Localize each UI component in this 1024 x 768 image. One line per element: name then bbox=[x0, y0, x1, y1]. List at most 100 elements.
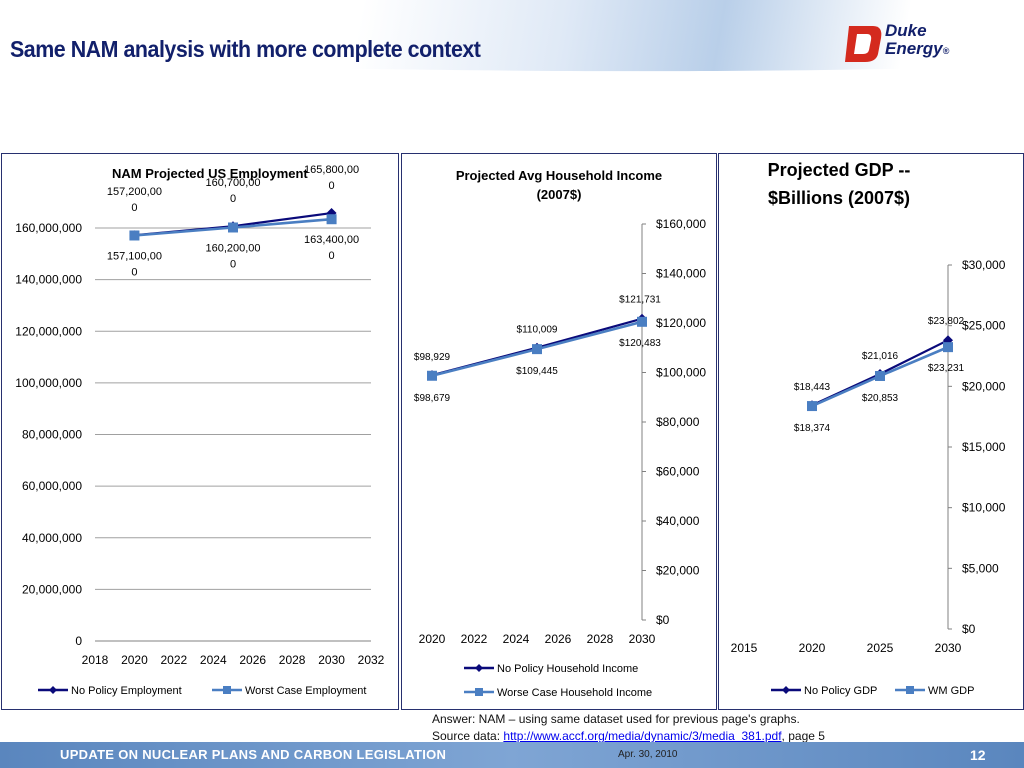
y-tick-label: $0 bbox=[962, 622, 976, 636]
x-tick-label: 2020 bbox=[419, 632, 446, 646]
answer-text: Answer: NAM – using same dataset used fo… bbox=[432, 712, 800, 726]
y-tick-label: 0 bbox=[75, 634, 82, 648]
page-title: Same NAM analysis with more complete con… bbox=[10, 36, 481, 62]
y-tick-label: $0 bbox=[656, 613, 670, 627]
x-tick-label: 2022 bbox=[461, 632, 488, 646]
income-chart: Projected Avg Household Income (2007$) $0 $… bbox=[414, 168, 706, 699]
logo-line2: Energy® bbox=[885, 39, 950, 58]
data-label: $110,009 bbox=[517, 325, 558, 336]
data-point bbox=[943, 342, 953, 353]
data-point bbox=[228, 222, 238, 233]
chart-title: Projected Avg Household Income bbox=[456, 168, 662, 183]
x-tick-label: 2015 bbox=[731, 641, 758, 655]
y-tick-label: $30,000 bbox=[962, 258, 1006, 272]
header-wave bbox=[0, 66, 1024, 80]
y-tick-label: $100,000 bbox=[656, 366, 706, 380]
y-tick-label: 100,000,000 bbox=[15, 376, 82, 390]
x-tick-label: 2026 bbox=[239, 653, 266, 667]
x-tick-label: 2030 bbox=[318, 653, 345, 667]
x-tick-label: 2028 bbox=[587, 632, 614, 646]
data-label: $120,483 bbox=[619, 338, 661, 349]
source-label: Source data: bbox=[432, 729, 501, 743]
data-label: 157,100,00 bbox=[107, 250, 162, 262]
y-tick-label: $160,000 bbox=[656, 217, 706, 231]
data-label: 157,200,00 bbox=[107, 186, 162, 198]
footer-bar bbox=[0, 742, 1024, 768]
y-tick-label: $80,000 bbox=[656, 415, 700, 429]
legend-label: No Policy Employment bbox=[71, 685, 182, 697]
x-tick-label: 2028 bbox=[279, 653, 306, 667]
y-tick-label: 40,000,000 bbox=[22, 531, 82, 545]
y-tick-label: $140,000 bbox=[656, 267, 706, 281]
data-label: 0 bbox=[329, 180, 335, 192]
data-label: $18,443 bbox=[794, 382, 831, 393]
y-tick-label: $20,000 bbox=[962, 379, 1006, 393]
y-tick-label: $20,000 bbox=[656, 564, 700, 578]
data-point bbox=[637, 316, 647, 327]
y-tick-label: $10,000 bbox=[962, 501, 1006, 515]
x-tick-label: 2020 bbox=[799, 641, 826, 655]
data-label: 160,700,00 bbox=[205, 177, 260, 189]
gdp-chart-panel: Projected GDP -- $Billions (2007$) $0 $5,00… bbox=[718, 153, 1024, 710]
data-label: $98,679 bbox=[414, 393, 451, 404]
data-label: $98,929 bbox=[414, 352, 451, 363]
source-suffix: , page 5 bbox=[781, 729, 825, 743]
data-label: 0 bbox=[329, 250, 335, 262]
page-number: 12 bbox=[970, 747, 986, 763]
legend-marker bbox=[475, 688, 483, 696]
legend-label: WM GDP bbox=[928, 685, 974, 697]
gdp-chart: Projected GDP -- $Billions (2007$) $0 $5,00… bbox=[731, 160, 1006, 697]
legend-label: Worst Case Employment bbox=[245, 685, 366, 697]
logo-registered-mark: ® bbox=[942, 46, 950, 56]
data-label: $23,802 bbox=[928, 316, 965, 327]
data-label: $121,731 bbox=[619, 295, 661, 306]
source-link[interactable]: http://www.accf.org/media/dynamic/3/medi… bbox=[503, 729, 782, 743]
data-label: 165,800,00 bbox=[304, 164, 359, 176]
data-label: 0 bbox=[131, 202, 137, 214]
x-tick-label: 2022 bbox=[161, 653, 188, 667]
data-label: $23,231 bbox=[928, 363, 965, 374]
data-label: 0 bbox=[230, 258, 236, 270]
data-label: $21,016 bbox=[862, 351, 899, 362]
data-label: $20,853 bbox=[862, 393, 899, 404]
y-tick-label: $120,000 bbox=[656, 316, 706, 330]
y-tick-label: 80,000,000 bbox=[22, 428, 82, 442]
legend-label: No Policy GDP bbox=[804, 685, 877, 697]
logo-text: Duke Energy® bbox=[885, 22, 949, 60]
footer-date: Apr. 30, 2010 bbox=[618, 749, 678, 760]
y-tick-label: 20,000,000 bbox=[22, 582, 82, 596]
legend-label: No Policy Household Income bbox=[497, 663, 638, 675]
employment-chart: NAM Projected US Employment 0 20,000,000 40… bbox=[15, 164, 384, 697]
chart-title: Projected GDP -- bbox=[768, 160, 911, 180]
data-label: 163,400,00 bbox=[304, 234, 359, 246]
x-tick-label: 2030 bbox=[935, 641, 962, 655]
data-label: $109,445 bbox=[516, 366, 558, 377]
logo-line1: Duke bbox=[885, 21, 927, 40]
data-point bbox=[129, 230, 140, 241]
y-tick-label: 140,000,000 bbox=[15, 273, 82, 287]
x-tick-label: 2024 bbox=[503, 632, 530, 646]
y-tick-label: $25,000 bbox=[962, 319, 1006, 333]
employment-chart-panel: NAM Projected US Employment 0 20,000,000 40… bbox=[1, 153, 399, 710]
x-tick-label: 2030 bbox=[629, 632, 656, 646]
data-label: $18,374 bbox=[794, 423, 831, 434]
y-tick-label: $40,000 bbox=[656, 514, 700, 528]
y-tick-label: 120,000,000 bbox=[15, 324, 82, 338]
data-point bbox=[807, 401, 817, 412]
y-tick-label: $60,000 bbox=[656, 465, 700, 479]
y-tick-label: $5,000 bbox=[962, 561, 999, 575]
data-point bbox=[326, 214, 337, 225]
legend-marker bbox=[782, 686, 790, 694]
data-point bbox=[427, 370, 437, 381]
data-label: 0 bbox=[230, 193, 236, 205]
legend-label: Worse Case Household Income bbox=[497, 687, 652, 699]
income-chart-panel: Projected Avg Household Income (2007$) $0 $… bbox=[401, 153, 717, 710]
data-point bbox=[875, 370, 885, 381]
chart-title: NAM Projected US Employment bbox=[112, 166, 308, 181]
data-label: 160,200,00 bbox=[205, 242, 260, 254]
source-line: Source data: http://www.accf.org/media/d… bbox=[432, 728, 825, 745]
x-tick-label: 2020 bbox=[121, 653, 148, 667]
x-tick-label: 2025 bbox=[867, 641, 894, 655]
legend-marker bbox=[475, 664, 483, 672]
x-tick-label: 2024 bbox=[200, 653, 227, 667]
